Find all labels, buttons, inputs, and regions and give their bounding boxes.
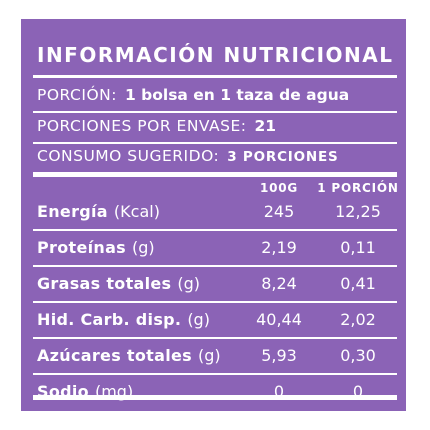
divider [33, 265, 397, 267]
nutrient-name: Grasas totales [37, 274, 172, 293]
value-per-100g: 8,24 [261, 274, 297, 293]
nutrient-unit: (g) [187, 310, 210, 329]
nutrient-unit: (g) [197, 346, 221, 365]
servings-per-package-label: PORCIONES POR ENVASE: [37, 117, 247, 135]
value-per-portion: 2,02 [340, 310, 376, 329]
nutrient-name: Azúcares totales [37, 346, 192, 365]
nutrient-name: Proteínas [37, 238, 127, 257]
nutrition-facts-panel: INFORMACIÓN NUTRICIONAL PORCIÓN: 1 bolsa … [21, 19, 406, 411]
value-per-100g: 0 [273, 382, 285, 401]
value-per-100g: 5,93 [261, 346, 297, 365]
servings-per-package-row: PORCIONES POR ENVASE: 21 [37, 117, 276, 135]
column-header-100g: 100G [259, 181, 299, 195]
divider [33, 301, 397, 303]
value-per-portion: 0,30 [340, 346, 376, 365]
nutrient-name: Hid. Carb. disp. [37, 310, 182, 329]
nutrient-row-energy: Energía (Kcal) 245 12,25 [21, 193, 406, 229]
servings-per-package-value: 21 [254, 117, 277, 135]
nutrient-row-total-fat: Grasas totales (g) 8,24 0,41 [21, 265, 406, 301]
divider [33, 373, 397, 375]
value-per-100g: 2,19 [261, 238, 297, 257]
thick-divider [33, 172, 397, 177]
nutrient-unit: (Kcal) [113, 202, 160, 221]
value-per-portion: 0,41 [340, 274, 376, 293]
nutrition-title: INFORMACIÓN NUTRICIONAL [37, 43, 394, 67]
serving-value: 1 bolsa en 1 taza de agua [124, 86, 350, 104]
suggested-consumption-row: CONSUMO SUGERIDO: 3 PORCIONES [37, 147, 339, 165]
divider [33, 337, 397, 339]
divider [33, 111, 397, 113]
value-per-100g: 40,44 [256, 310, 302, 329]
nutrient-row-sodium: Sodio (mg) 0 0 [21, 373, 406, 409]
nutrient-unit: (g) [177, 274, 201, 293]
thick-divider [33, 395, 397, 400]
suggested-consumption-value: 3 PORCIONES [227, 149, 339, 165]
value-per-portion: 0,11 [340, 238, 376, 257]
nutrient-row-protein: Proteínas (g) 2,19 0,11 [21, 229, 406, 265]
serving-row: PORCIÓN: 1 bolsa en 1 taza de agua [37, 86, 349, 104]
nutrient-row-carbs: Hid. Carb. disp. (g) 40,44 2,02 [21, 301, 406, 337]
divider [33, 142, 397, 144]
nutrient-name: Energía [37, 202, 108, 221]
column-header-portion: 1 PORCIÓN [317, 181, 399, 195]
suggested-consumption-label: CONSUMO SUGERIDO: [37, 147, 220, 165]
divider [33, 229, 397, 231]
serving-label: PORCIÓN: [37, 86, 117, 104]
divider [33, 75, 397, 78]
value-per-portion: 12,25 [335, 202, 381, 221]
nutrient-row-sugars: Azúcares totales (g) 5,93 0,30 [21, 337, 406, 373]
value-per-portion: 0 [352, 382, 364, 401]
value-per-100g: 245 [263, 202, 295, 221]
nutrient-unit: (g) [132, 238, 155, 257]
